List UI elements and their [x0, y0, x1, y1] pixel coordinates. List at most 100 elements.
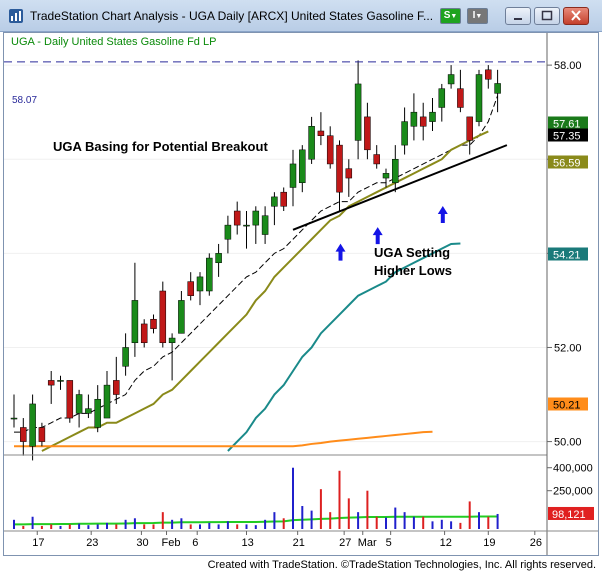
candle-body — [10, 417, 18, 420]
candle-body — [57, 380, 64, 382]
candle-body — [66, 380, 74, 419]
close-button[interactable] — [563, 7, 589, 25]
candle-body — [215, 253, 222, 264]
price-badge-label: 57.61 — [553, 119, 581, 131]
candle-body — [392, 158, 399, 184]
maximize-icon — [541, 10, 553, 21]
up-arrow-icon — [335, 243, 346, 261]
candle-body — [113, 380, 120, 395]
close-icon — [571, 10, 581, 21]
moving-averages — [14, 95, 499, 452]
price-badge — [548, 155, 588, 169]
date-label: 13 — [242, 537, 254, 549]
candle-body — [271, 196, 278, 207]
candle-body — [438, 88, 446, 108]
up-arrow-icon — [372, 227, 383, 245]
candle-body — [364, 116, 371, 151]
candle-body — [75, 394, 83, 414]
symbol-label: UGA - Daily United States Gasoline Fd LP — [11, 36, 216, 48]
volume-tick-label: 400,000 — [553, 463, 593, 475]
indicator-line — [227, 242, 461, 452]
price-tick-label: 58.00 — [554, 60, 582, 72]
window-title: TradeStation Chart Analysis - UGA Daily … — [30, 9, 434, 23]
price-gridlines — [4, 64, 547, 443]
date-label: 23 — [86, 537, 98, 549]
price-badge-label: 50.21 — [553, 400, 581, 412]
candle-body — [206, 257, 213, 292]
minimize-button[interactable] — [505, 7, 531, 25]
price-chart[interactable]: UGA - Daily United States Gasoline Fd LP… — [4, 33, 598, 555]
candle-body — [475, 74, 483, 122]
candle-body — [308, 126, 315, 160]
candle-body — [196, 276, 204, 292]
higher-lows-annotation-line1: UGA Setting — [374, 245, 450, 260]
candle-body — [457, 88, 464, 108]
date-label: 19 — [483, 537, 495, 549]
strategy-s-button[interactable]: S▼ — [440, 8, 461, 24]
date-label: 12 — [440, 537, 452, 549]
candle-body — [429, 111, 436, 122]
chart-window[interactable]: UGA - Daily United States Gasoline Fd LP… — [3, 32, 599, 556]
dropdown-arrow-icon: ▼ — [475, 13, 483, 20]
price-badge — [548, 247, 588, 261]
dropdown-arrow-icon: ▼ — [450, 13, 458, 20]
candlesticks — [10, 60, 501, 461]
candle-body — [94, 398, 101, 428]
up-arrow-icon — [437, 205, 448, 223]
candle-body — [168, 337, 176, 344]
price-badge — [548, 116, 588, 130]
price-badge — [548, 397, 588, 411]
candle-body — [233, 210, 241, 226]
minimize-icon — [514, 18, 522, 20]
indicator-line — [14, 515, 498, 526]
candle-body — [466, 116, 473, 141]
candle-body — [336, 144, 343, 193]
price-badge-label: 57.35 — [553, 131, 581, 143]
price-tick-label: 52.00 — [554, 342, 582, 354]
date-label: 26 — [530, 537, 542, 549]
candle-body — [85, 408, 92, 414]
candle-body — [354, 83, 362, 141]
price-badge-label: 56.59 — [553, 158, 581, 170]
price-tick-label: 50.00 — [554, 437, 582, 449]
candle-body — [178, 300, 185, 334]
price-badge-label: 54.21 — [553, 250, 581, 262]
candle-body — [485, 69, 492, 80]
date-label: 30 — [136, 537, 148, 549]
candle-body — [410, 111, 418, 127]
candle-body — [447, 74, 455, 85]
candle-body — [261, 215, 269, 235]
candle-body — [326, 135, 334, 165]
resistance-value-label: 58.07 — [12, 95, 37, 106]
trend-line — [292, 144, 508, 231]
maximize-button[interactable] — [534, 7, 560, 25]
window-titlebar: TradeStation Chart Analysis - UGA Daily … — [0, 0, 602, 32]
candle-body — [159, 290, 167, 344]
candle-body — [252, 210, 260, 226]
candle-body — [224, 224, 232, 240]
candle-body — [419, 116, 427, 127]
tradestation-app-icon — [9, 9, 23, 23]
candle-body — [103, 384, 111, 419]
volume-badge-label: 98,121 — [552, 509, 586, 521]
i-button-label: I — [472, 10, 476, 21]
indicator-i-button[interactable]: I▼ — [467, 8, 488, 24]
price-axis: 58.0056.0054.0052.0050.0057.6157.3556.59… — [547, 60, 588, 449]
candle-body — [20, 427, 27, 442]
candle-body — [373, 154, 380, 165]
volume-badge — [548, 506, 594, 520]
indicator-line — [14, 430, 433, 448]
date-label: 6 — [192, 537, 198, 549]
candle-body — [401, 121, 408, 146]
date-label: 27 — [339, 537, 351, 549]
date-label: 17 — [32, 537, 44, 549]
s-button-label: S — [443, 10, 451, 21]
candle-body — [150, 318, 157, 329]
higher-lows-annotation-line2: Higher Lows — [374, 263, 452, 278]
volume-bars — [13, 467, 499, 529]
candle-body — [299, 149, 306, 184]
candle-body — [494, 83, 501, 94]
date-label: Feb — [162, 537, 181, 549]
higher-low-arrows — [335, 205, 448, 261]
date-label: Mar — [358, 537, 377, 549]
